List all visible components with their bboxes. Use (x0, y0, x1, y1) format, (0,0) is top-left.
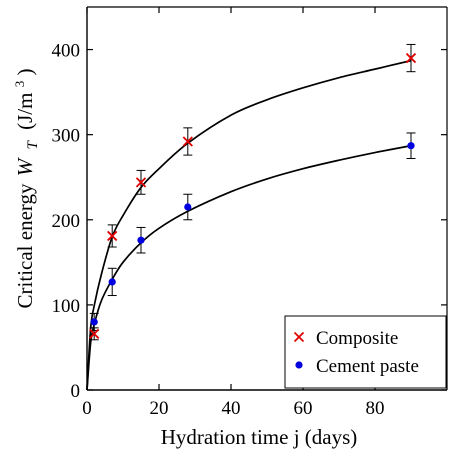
legend-label: Composite (316, 328, 398, 349)
cement-paste-point (90, 318, 98, 326)
y-axis-label-symbol: W (13, 156, 37, 176)
y-tick-label: 200 (52, 211, 81, 232)
x-tick-label: 0 (82, 398, 92, 419)
fit-curve (86, 59, 412, 391)
y-axis-label-unit-open: (J/m (13, 93, 37, 130)
legend: Composite Cement paste (284, 315, 447, 389)
legend-label: Cement paste (316, 356, 419, 377)
y-tick-label: 300 (52, 126, 81, 147)
y-ticks: 0 100 200 300 400 (52, 41, 447, 402)
x-tick-label: 60 (294, 398, 313, 419)
x-tick-label: 20 (150, 398, 169, 419)
x-tick-label: 80 (366, 398, 385, 419)
x-tick-label: 40 (222, 398, 241, 419)
composite-point (135, 177, 147, 188)
y-axis-label-unit-power: 3 (12, 81, 27, 88)
fit-curves (86, 59, 412, 391)
x-ticks: 0 20 40 60 80 (82, 7, 385, 419)
y-axis-label-unit-close: ) (13, 69, 37, 76)
legend-marker-x (293, 331, 305, 343)
composite-point (89, 328, 100, 339)
cement-paste-point (184, 203, 192, 211)
legend-marker-dot (295, 361, 303, 369)
y-tick-label: 100 (52, 296, 81, 317)
y-axis-label-prefix: Critical energy (13, 183, 37, 308)
cement-paste-point (407, 142, 415, 150)
y-tick-label: 400 (52, 41, 81, 62)
composite-point (107, 230, 118, 242)
y-axis-label-subscript: T (25, 139, 41, 149)
x-axis-label: Hydration time j (days) (161, 425, 358, 449)
cement-paste-point (137, 236, 145, 244)
data-markers (89, 52, 417, 339)
plot-frame (86, 6, 448, 391)
fit-curve (86, 144, 412, 391)
cement-paste-point (108, 278, 116, 286)
y-tick-label: 0 (71, 381, 81, 402)
composite-point (405, 52, 417, 64)
y-axis-label: Critical energy W T (J/m 3 ) (5, 69, 42, 309)
composite-point (182, 136, 193, 147)
legend-box (284, 315, 447, 389)
legend-items: Composite Cement paste (293, 328, 419, 377)
